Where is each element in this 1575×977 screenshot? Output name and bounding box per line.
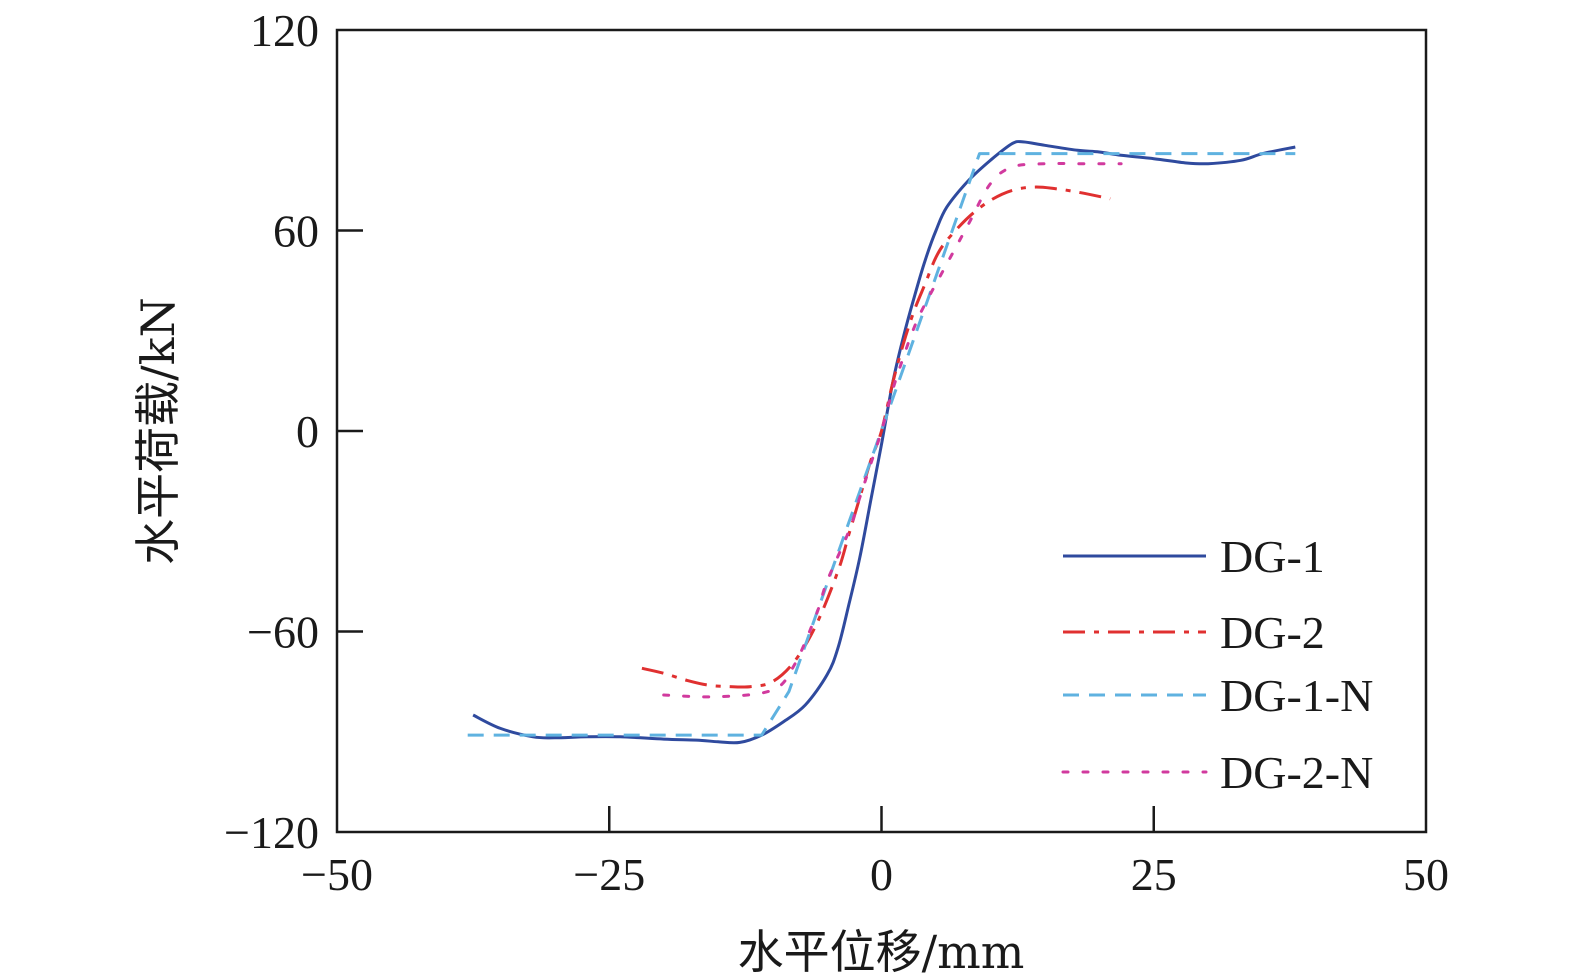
x-tick-label: −50 — [301, 849, 373, 900]
legend-label-dg-2: DG-2 — [1220, 607, 1325, 658]
y-axis-label: 水平荷载/kN — [131, 297, 185, 565]
series-line-dg-2 — [641, 185, 1111, 689]
y-tick-label: −120 — [224, 807, 319, 858]
series-line-dg-1-n — [467, 152, 1296, 737]
y-tick-label: −60 — [247, 607, 319, 658]
x-tick-label: −25 — [573, 849, 645, 900]
y-tick-label: 120 — [250, 5, 319, 56]
y-axis: −120 −60 0 60 120 — [224, 5, 363, 858]
y-tick-label: 0 — [296, 406, 319, 457]
x-axis: −50 −25 0 25 50 — [301, 806, 1449, 900]
x-tick-label: 50 — [1403, 849, 1449, 900]
x-tick-label: 0 — [870, 849, 893, 900]
legend-label-dg-1: DG-1 — [1220, 531, 1325, 582]
series-line-dg-2-n — [662, 161, 1123, 699]
series-line-dg-1 — [472, 140, 1296, 745]
y-tick-label: 60 — [273, 206, 319, 257]
series-layer — [467, 140, 1296, 745]
x-axis-label: 水平位移/mm — [738, 925, 1025, 977]
legend-label-dg-1-n: DG-1-N — [1220, 670, 1373, 721]
legend: DG-1 DG-2 DG-1-N DG-2-N — [1061, 531, 1373, 798]
x-tick-label: 25 — [1131, 849, 1177, 900]
legend-label-dg-2-n: DG-2-N — [1220, 747, 1373, 798]
